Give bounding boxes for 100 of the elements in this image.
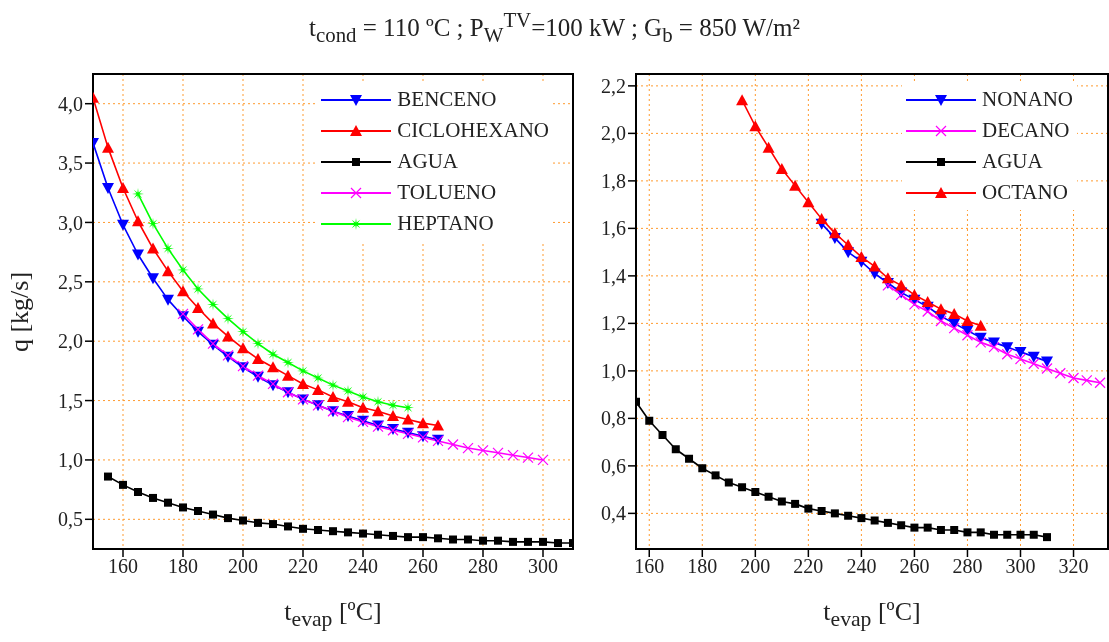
point <box>1081 374 1093 386</box>
point <box>357 401 369 413</box>
point <box>194 507 202 515</box>
point <box>342 385 354 398</box>
point <box>738 483 747 492</box>
point <box>479 536 487 545</box>
y-tick-label: 2,0 <box>58 330 83 353</box>
point <box>844 511 853 520</box>
point <box>539 537 547 546</box>
point <box>828 227 841 239</box>
point <box>389 531 397 540</box>
point <box>749 120 762 132</box>
point <box>509 537 517 546</box>
point <box>132 249 144 261</box>
point <box>762 141 775 153</box>
point <box>804 504 813 513</box>
point <box>857 514 866 523</box>
point <box>237 342 249 354</box>
point <box>897 521 906 530</box>
point <box>976 528 985 537</box>
point <box>102 141 114 153</box>
point <box>284 522 292 531</box>
point <box>147 273 159 285</box>
point <box>908 288 921 300</box>
point <box>209 510 217 519</box>
point <box>948 322 960 334</box>
legend-label: AGUA <box>397 149 459 174</box>
point <box>975 336 987 348</box>
y-tick-label: 1,2 <box>601 312 626 335</box>
point <box>102 183 114 194</box>
point <box>921 296 934 307</box>
point <box>447 438 459 451</box>
y-tick-label: 3,0 <box>58 211 83 234</box>
point <box>314 526 322 534</box>
point <box>477 444 489 457</box>
point <box>764 492 773 501</box>
point <box>372 405 384 417</box>
x-tick-label: 160 <box>634 555 665 578</box>
y-tick-label: 4,0 <box>58 92 83 115</box>
point <box>207 317 219 329</box>
point <box>192 282 204 295</box>
y-axis-title: q [kg/s] <box>5 271 36 352</box>
point <box>239 516 247 525</box>
point <box>462 442 474 454</box>
point <box>419 533 427 542</box>
point <box>988 341 1000 353</box>
legend-label: HEPTANO <box>397 211 494 236</box>
legend-label: DECANO <box>982 118 1070 143</box>
point <box>802 196 815 208</box>
point <box>815 212 828 224</box>
point <box>1014 353 1027 365</box>
point <box>961 315 974 326</box>
point <box>1028 358 1040 370</box>
point <box>1001 342 1014 354</box>
point <box>252 353 264 364</box>
point <box>789 179 802 191</box>
legend-label: TOLUENO <box>397 180 497 205</box>
point <box>868 260 881 272</box>
point <box>724 478 733 487</box>
y-tick-label: 0,5 <box>58 508 83 531</box>
point <box>269 520 277 529</box>
point <box>830 509 839 518</box>
point <box>935 315 947 327</box>
point <box>342 395 354 407</box>
point <box>327 391 339 402</box>
point <box>1014 346 1027 358</box>
y-tick-label: 2,0 <box>601 122 626 145</box>
point <box>404 533 412 542</box>
point <box>117 219 129 231</box>
point <box>299 524 307 533</box>
point <box>1041 356 1054 368</box>
point <box>177 285 189 297</box>
point <box>464 535 472 544</box>
legend-label: CICLOHEXANO <box>397 118 549 143</box>
point <box>387 410 399 421</box>
legend-label: NONANO <box>982 87 1073 112</box>
point <box>842 239 855 250</box>
point <box>989 530 998 539</box>
point <box>883 518 892 527</box>
x-axis-title: t$_{evap}$ [ºC] <box>283 597 383 633</box>
y-tick-label: 1,0 <box>58 449 83 472</box>
x-tick-label: 280 <box>468 555 498 578</box>
point <box>987 337 1000 349</box>
point <box>134 488 142 496</box>
y-tick-label: 1,4 <box>601 264 626 287</box>
point <box>402 413 414 425</box>
point <box>1054 367 1066 379</box>
x-tick-label: 240 <box>846 555 877 578</box>
point <box>224 514 232 523</box>
y-tick-label: 2,5 <box>58 270 83 293</box>
point <box>537 454 549 466</box>
point <box>934 303 947 315</box>
point <box>554 539 562 548</box>
point <box>948 307 961 319</box>
point <box>1027 351 1040 363</box>
point <box>777 497 786 506</box>
point <box>119 480 127 489</box>
point <box>507 449 519 461</box>
point <box>267 361 279 373</box>
point <box>179 503 187 512</box>
